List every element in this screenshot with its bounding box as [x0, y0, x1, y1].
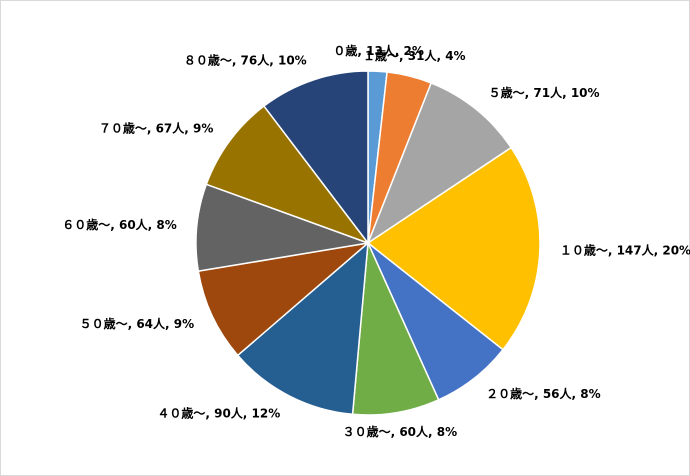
data-label: ７０歳～, 67人, 9% — [99, 121, 214, 136]
pie-slice — [351, 240, 440, 416]
pie-slice — [205, 104, 371, 245]
data-label: ８０歳～, 76人, 10% — [184, 53, 307, 68]
data-label: １０歳～, 147人, 20% — [560, 242, 690, 257]
data-label: ２０歳～, 56人, 8% — [486, 386, 601, 401]
data-label: ３０歳～, 60人, 8% — [343, 424, 458, 439]
pie-slice — [366, 146, 541, 351]
data-label: ５歳～, 71人, 10% — [489, 85, 600, 100]
pie-slice — [262, 70, 369, 246]
data-label: ０歳, 13人, 2% — [333, 43, 424, 58]
pie-slice — [236, 241, 369, 416]
data-label: ４０歳～, 90人, 12% — [157, 405, 280, 420]
data-label: ６０歳～, 60人, 8% — [62, 217, 177, 232]
data-label: １歳～, 31人, 4% — [363, 48, 466, 63]
pie-slice — [195, 183, 371, 273]
pie-slice — [197, 241, 371, 357]
data-label: ５０歳～, 64人, 9% — [80, 316, 195, 331]
pie-slice — [366, 82, 513, 245]
